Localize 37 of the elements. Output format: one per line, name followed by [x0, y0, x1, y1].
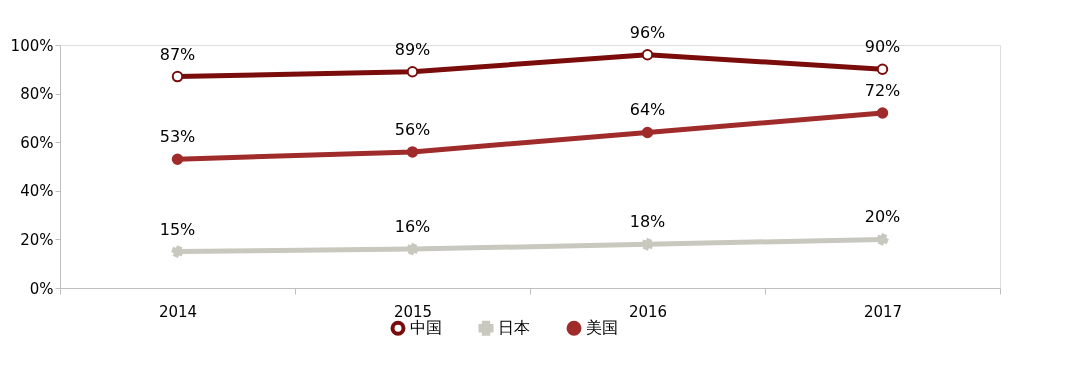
x-tick-label: 2015 [393, 302, 433, 321]
point [641, 238, 654, 251]
y-tick-label: 40% [20, 182, 54, 201]
legend-label: 美国 [586, 318, 618, 338]
point [171, 153, 184, 165]
data-label: 72% [864, 81, 901, 101]
point [876, 63, 889, 76]
data-label: 87% [159, 44, 196, 64]
x-tick-label: 2017 [863, 302, 903, 321]
legend-label: 日本 [498, 318, 530, 338]
data-label: 16% [394, 217, 431, 237]
point [641, 48, 654, 61]
x-tick-label: 2016 [628, 302, 668, 321]
point [406, 243, 419, 256]
point [171, 245, 184, 258]
point [641, 126, 654, 139]
point [876, 233, 889, 246]
point [876, 107, 889, 119]
y-tick-label: 20% [20, 230, 54, 249]
data-label: 89% [394, 39, 431, 59]
data-label: 56% [394, 119, 431, 139]
data-label: 18% [629, 212, 666, 232]
x-tick-label: 2014 [158, 302, 198, 321]
legend-label: 中国 [410, 318, 442, 338]
data-label: 96% [629, 22, 666, 42]
y-tick-label: 100% [10, 36, 54, 55]
data-label: 20% [864, 207, 901, 227]
data-label: 90% [864, 37, 901, 57]
data-label: 15% [159, 219, 196, 239]
y-tick-label: 80% [20, 85, 54, 104]
y-tick-label: 60% [20, 133, 54, 152]
data-label: 64% [629, 100, 666, 120]
point [171, 70, 184, 83]
y-tick-label: 0% [29, 279, 54, 298]
data-label: 53% [159, 127, 196, 147]
point [406, 66, 419, 78]
point [406, 146, 419, 158]
